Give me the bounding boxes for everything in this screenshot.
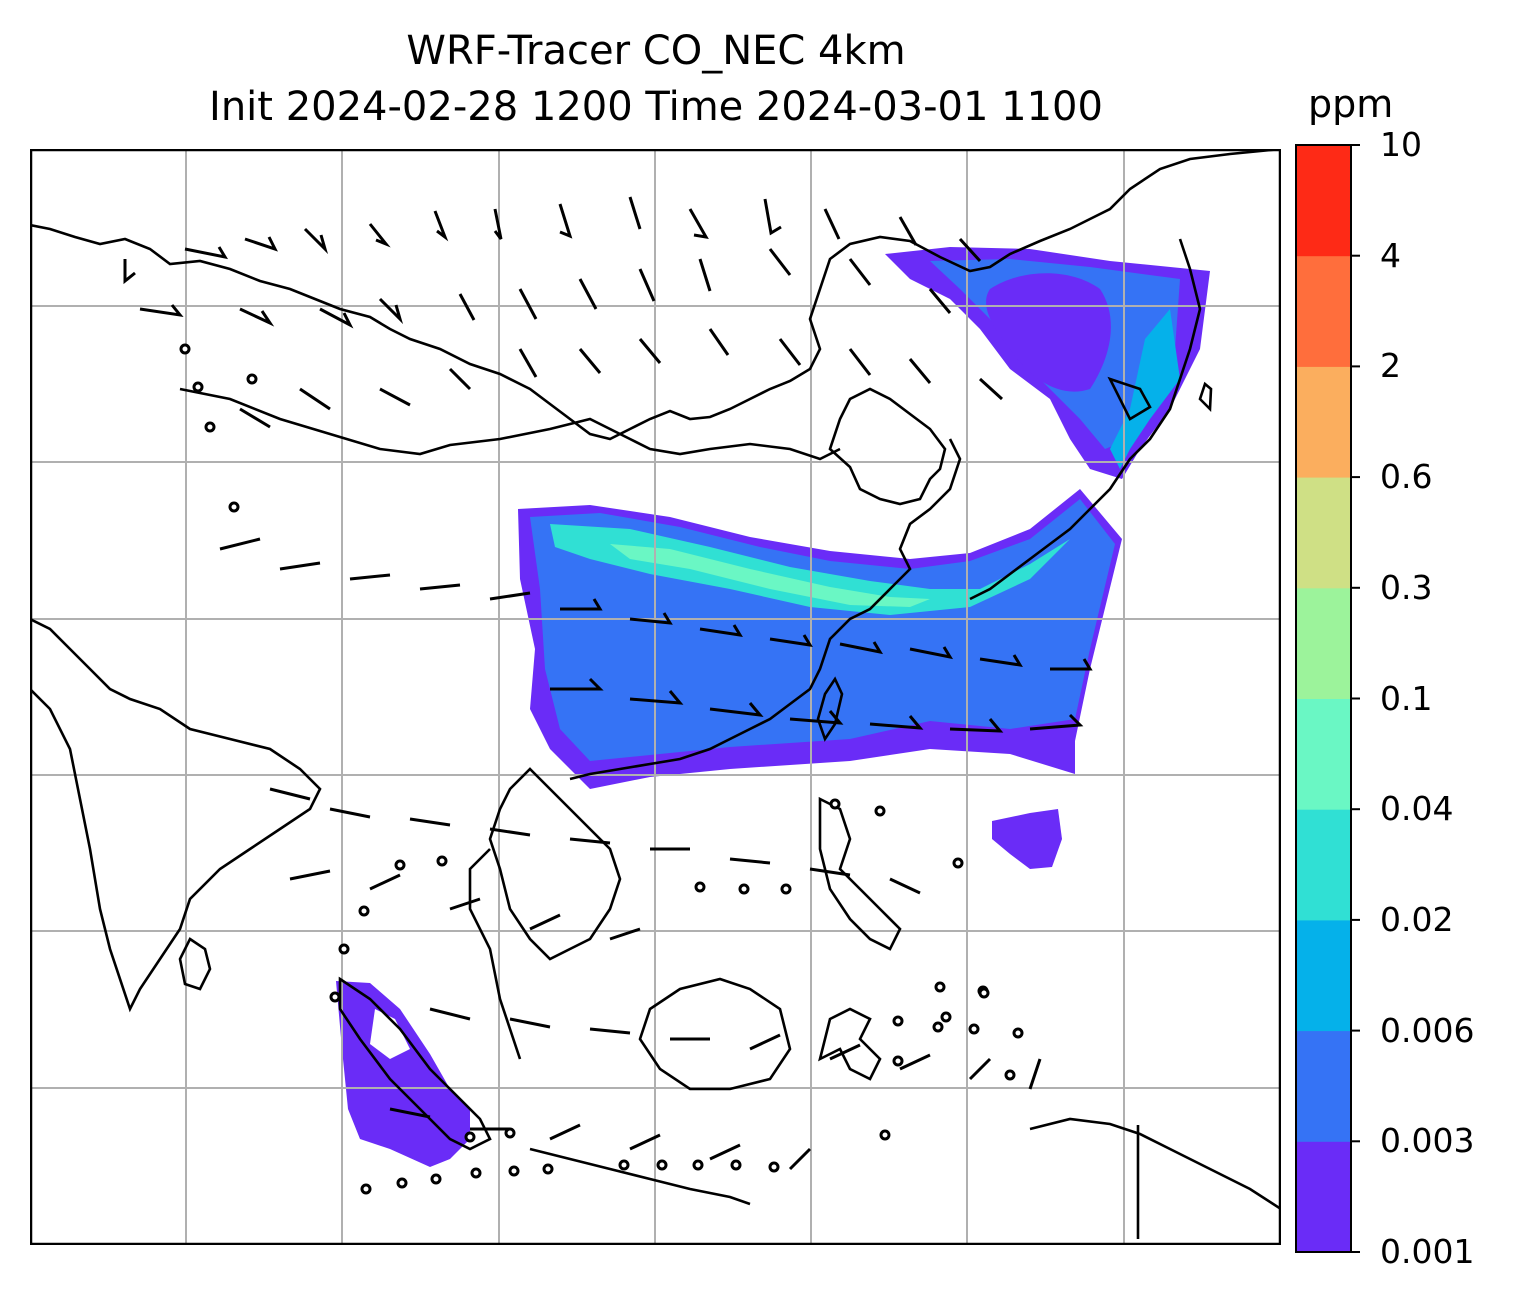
plume-sumatra	[336, 981, 470, 1167]
plume-sumatra-hole	[370, 1009, 410, 1059]
colorbar-segment	[1296, 255, 1351, 367]
colorbar-tick-label: 0.006	[1380, 1010, 1475, 1050]
colorbar-segment	[1296, 698, 1351, 810]
colorbar-tick-label: 0.1	[1380, 678, 1433, 718]
plume-northeast-edge	[1110, 309, 1180, 469]
map-panel	[30, 149, 1281, 1245]
colorbar-segment	[1296, 145, 1351, 257]
colorbar-tick-label: 0.3	[1380, 567, 1433, 607]
chart-title-line2: Init 2024-02-28 1200 Time 2024-03-01 110…	[209, 84, 1103, 130]
gridlines	[30, 149, 1281, 1245]
calm-wind-markers	[179, 343, 1024, 1195]
colorbar-tick-label: 0.04	[1380, 789, 1454, 829]
colorbar-segment	[1296, 477, 1351, 589]
colorbar-tick-label: 4	[1380, 235, 1401, 275]
plume-main-core	[550, 524, 1070, 615]
colorbar	[1295, 144, 1360, 1253]
wind-barbs	[123, 196, 1093, 1171]
colorbar-tick-label: 2	[1380, 346, 1401, 386]
colorbar-segment	[1296, 366, 1351, 478]
colorbar-segment	[1296, 1030, 1351, 1142]
plume-philippines	[992, 809, 1062, 869]
colorbar-tick-label: 0.003	[1380, 1121, 1475, 1161]
colorbar-tick-label: 0.6	[1380, 457, 1433, 497]
colorbar-segment	[1296, 809, 1351, 921]
colorbar-segment	[1296, 587, 1351, 699]
chart-title-line1: WRF-Tracer CO_NEC 4km	[406, 28, 906, 74]
colorbar-segment	[1296, 919, 1351, 1032]
colorbar-tick-label: 0.001	[1380, 1232, 1475, 1271]
colorbar-unit-label: ppm	[1308, 82, 1394, 126]
plume-main-peak	[610, 544, 930, 607]
colorbar-tick-label: 10	[1380, 125, 1422, 164]
colorbar-tick-label: 0.02	[1380, 899, 1454, 939]
plume-northeast-ring	[986, 273, 1111, 392]
colorbar-segment	[1296, 1141, 1351, 1253]
